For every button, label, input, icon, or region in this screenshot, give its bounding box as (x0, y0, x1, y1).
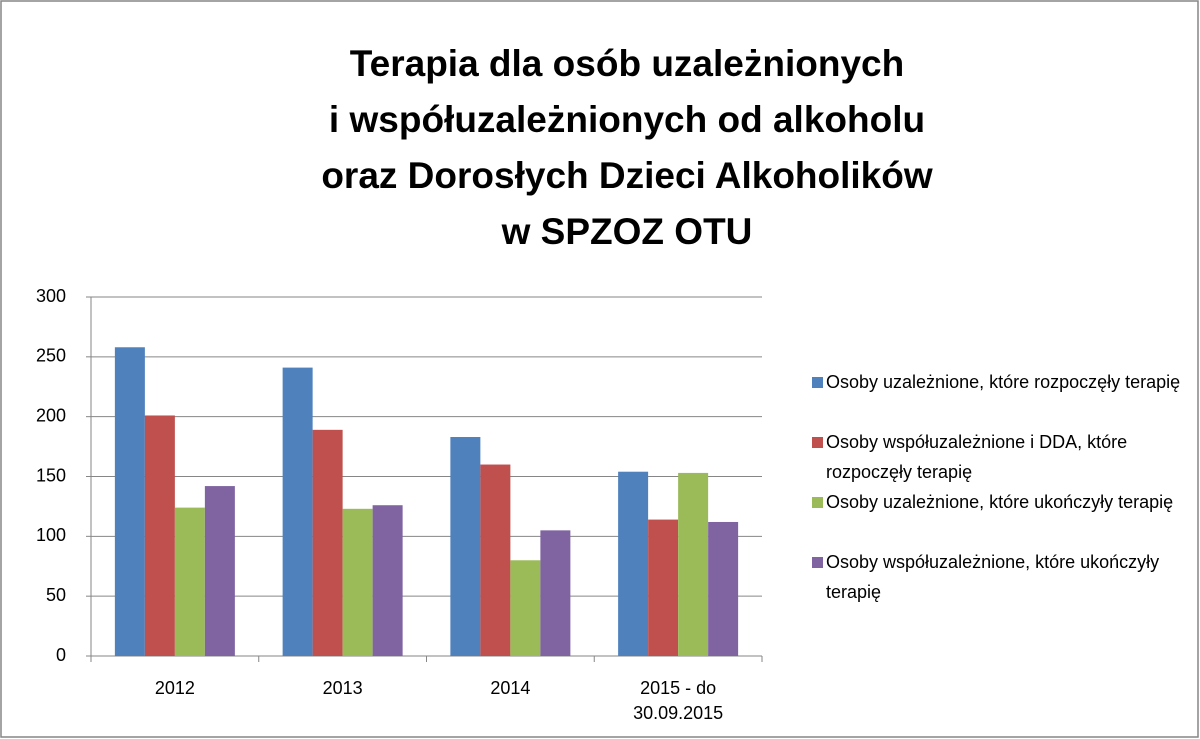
bar (480, 464, 511, 656)
bar (450, 437, 481, 656)
bar (510, 560, 541, 656)
legend-swatch (812, 557, 823, 568)
legend-entry: Osoby uzależnione, które rozpoczęły tera… (808, 367, 1186, 397)
x-tick-label: 2015 - do 30.09.2015 (633, 678, 724, 723)
y-tick-label: 50 (46, 585, 66, 605)
bar (114, 347, 145, 656)
legend-swatch (812, 437, 823, 448)
y-tick-label: 250 (36, 346, 66, 366)
y-tick-label: 0 (56, 645, 66, 665)
bar (282, 367, 313, 656)
x-tick-label: 2012 (154, 678, 195, 698)
y-tick-label: 150 (36, 465, 66, 485)
bar (372, 505, 403, 656)
legend-entry: Osoby uzależnione, które ukończyły terap… (808, 487, 1186, 517)
legend-swatch (812, 497, 823, 508)
bar (540, 530, 571, 656)
bar (174, 507, 205, 656)
legend-entry: Osoby współuzależnione i DDA, które rozp… (808, 427, 1186, 487)
legend-entry: Osoby współuzależnione, które ukończyły … (808, 547, 1186, 607)
bar (618, 471, 649, 656)
y-tick-label: 300 (36, 286, 66, 306)
y-tick-label: 200 (36, 405, 66, 425)
legend-swatch (812, 377, 823, 388)
x-tick-label: 2013 (322, 678, 363, 698)
bar (312, 429, 343, 656)
y-tick-label: 100 (36, 525, 66, 545)
bar (708, 521, 739, 656)
x-tick-label: 2014 (490, 678, 531, 698)
chart-title: Terapia dla osób uzależnionych i współuz… (321, 43, 933, 252)
bar (144, 415, 175, 656)
bar (204, 486, 235, 656)
bar (648, 519, 679, 656)
bar (342, 508, 373, 656)
bar (678, 472, 709, 656)
